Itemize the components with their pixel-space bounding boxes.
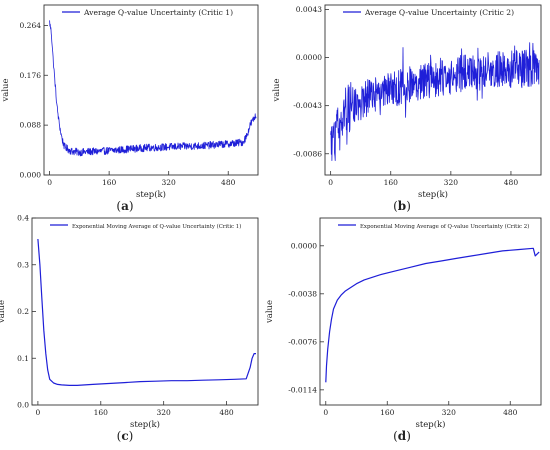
plot-frame bbox=[319, 217, 542, 406]
chart-panel-4: 0 160 320 480 -0.0114 -0.0076 -0.0038 0.0000 ste… bbox=[265, 217, 542, 443]
y-tick-label: 0.0043 bbox=[296, 5, 322, 14]
x-tick-label: 480 bbox=[219, 408, 234, 417]
x-tick-label: 0 bbox=[47, 178, 52, 187]
y-tick-label: 0.2 bbox=[17, 307, 29, 316]
legend-label: Average Q-value Uncertainty (Critic 1) bbox=[83, 8, 233, 17]
legend-label: Average Q-value Uncertainty (Critic 2) bbox=[364, 8, 514, 17]
y-tick-label: 0.0000 bbox=[291, 241, 317, 250]
x-axis-label: step(k) bbox=[136, 189, 166, 200]
y-tick-label: -0.0043 bbox=[293, 101, 322, 110]
y-axis-label: value bbox=[272, 78, 282, 102]
data-line bbox=[330, 42, 540, 162]
legend-label: Exponential Moving Average of Q-value Un… bbox=[360, 223, 529, 230]
y-tick-label: 0.4 bbox=[17, 214, 29, 223]
plot-frame bbox=[43, 4, 259, 176]
x-tick-label: 160 bbox=[102, 178, 117, 187]
x-tick-label: 0 bbox=[36, 408, 41, 417]
data-line bbox=[325, 247, 540, 383]
y-tick-label: 0.176 bbox=[20, 71, 42, 80]
x-axis-label: step(k) bbox=[415, 419, 445, 430]
y-axis-label: value bbox=[1, 78, 11, 102]
x-tick-label: 480 bbox=[504, 178, 519, 187]
y-tick-label: -0.0076 bbox=[288, 337, 317, 346]
x-tick-label: 160 bbox=[94, 408, 109, 417]
x-tick-label: 480 bbox=[503, 408, 518, 417]
x-tick-label: 320 bbox=[162, 178, 177, 187]
x-tick-label: 480 bbox=[221, 178, 236, 187]
chart-panel-3: 0 160 320 480 0.0 0.1 0.2 0.3 0.4 step(k) value Exp… bbox=[0, 214, 259, 443]
y-tick-label: -0.0038 bbox=[288, 289, 317, 298]
chart-panel-1: 0 160 320 480 0.000 0.088 0.176 0.264 step(k) val… bbox=[1, 4, 259, 213]
x-tick-label: 320 bbox=[444, 178, 459, 187]
x-tick-label: 0 bbox=[323, 408, 328, 417]
panel-label: (a) bbox=[116, 199, 133, 213]
y-tick-label: 0.000 bbox=[20, 171, 42, 180]
x-tick-label: 0 bbox=[328, 178, 333, 187]
y-tick-label: -0.0086 bbox=[293, 149, 322, 158]
x-tick-label: 320 bbox=[157, 408, 172, 417]
x-tick-label: 160 bbox=[384, 178, 399, 187]
y-tick-label: 0.088 bbox=[20, 121, 42, 130]
y-tick-label: 0.1 bbox=[17, 354, 29, 363]
data-line bbox=[49, 20, 257, 157]
plot-frame bbox=[31, 217, 259, 406]
plot-frame bbox=[324, 4, 542, 176]
legend-label: Exponential Moving Average of Q-value Un… bbox=[72, 223, 241, 230]
x-axis-label: step(k) bbox=[418, 189, 448, 200]
y-tick-label: -0.0114 bbox=[288, 385, 317, 394]
x-tick-label: 320 bbox=[442, 408, 457, 417]
y-tick-label: 0.3 bbox=[17, 260, 29, 269]
x-tick-label: 160 bbox=[380, 408, 395, 417]
data-line bbox=[37, 238, 256, 386]
y-axis-label: value bbox=[0, 300, 7, 324]
y-tick-label: 0.264 bbox=[20, 21, 42, 30]
x-axis-label: step(k) bbox=[130, 419, 160, 430]
panel-label: (c) bbox=[117, 429, 134, 443]
y-axis-label: value bbox=[265, 300, 275, 324]
chart-panel-2: 0 160 320 480 -0.0086 -0.0043 0.0000 0.0043 step… bbox=[272, 4, 542, 213]
panel-label: (b) bbox=[393, 199, 411, 213]
y-tick-label: 0.0 bbox=[17, 401, 29, 410]
panel-label: (d) bbox=[393, 429, 411, 443]
y-tick-label: 0.0000 bbox=[296, 53, 322, 62]
